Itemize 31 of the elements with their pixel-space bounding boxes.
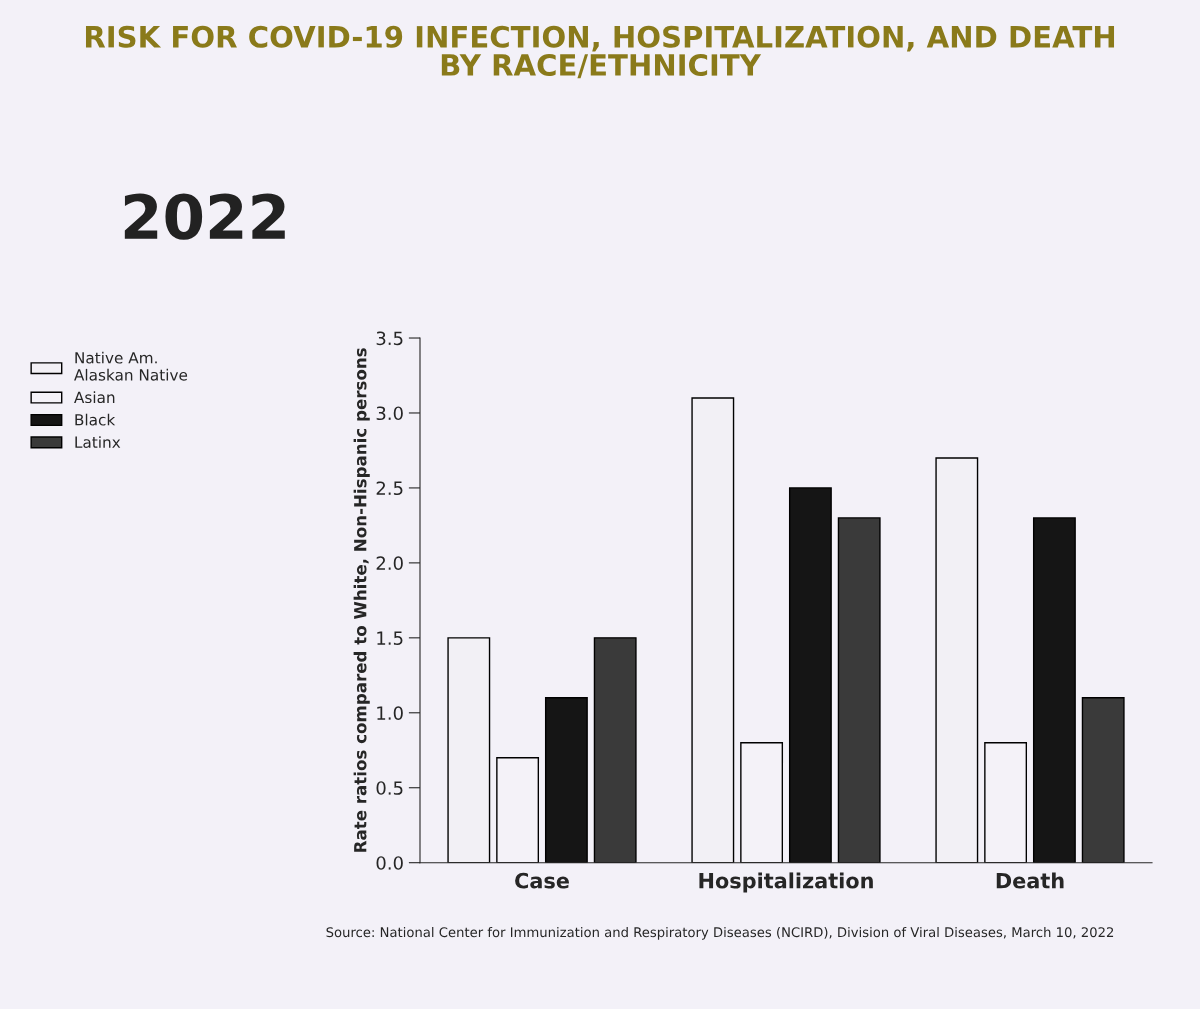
x-tick-label: Hospitalization [699,872,873,893]
legend-label: Latinx [75,436,121,448]
chart-title: RISK FOR COVID-19 INFECTION, HOSPITALIZATION, AND DEATH BY RACE/ETHNICITY [85,25,1115,79]
bar [837,517,881,863]
legend-label: Black [75,413,116,426]
bar [740,742,784,863]
legend-label: Native Am. Alaskan Native [74,351,188,381]
y-tick-label: 0.5 [376,781,403,795]
legend-label: Asian [74,391,115,404]
x-tick-label: Death [996,872,1064,889]
bar [544,697,588,863]
chart-subtitle: 2022 [124,193,285,240]
bar [496,757,540,863]
bar [691,397,735,863]
bar [935,457,979,863]
y-tick-label: 3.5 [376,331,403,346]
bar [1032,517,1076,863]
x-tick-label: Case [515,872,569,889]
y-axis-title: Rate ratios compared to White, Non-Hispanic persons [353,348,370,852]
source-note: Source: National Center for Immunization and Respiratory Diseases (NCIRD), Division of Viral Diseases, March 10, 2022 [326,926,1114,940]
y-tick-label: 2.0 [376,556,403,570]
bar [447,637,491,863]
y-tick-label: 1.0 [377,706,403,720]
y-tick-label: 1.5 [377,631,403,645]
y-tick-label: 0.0 [376,856,403,870]
y-tick-label: 2.5 [376,481,403,496]
bar [1081,697,1125,863]
y-tick-label: 3.0 [376,406,403,421]
bar [593,637,637,863]
bar [788,487,832,863]
bar [984,742,1028,863]
